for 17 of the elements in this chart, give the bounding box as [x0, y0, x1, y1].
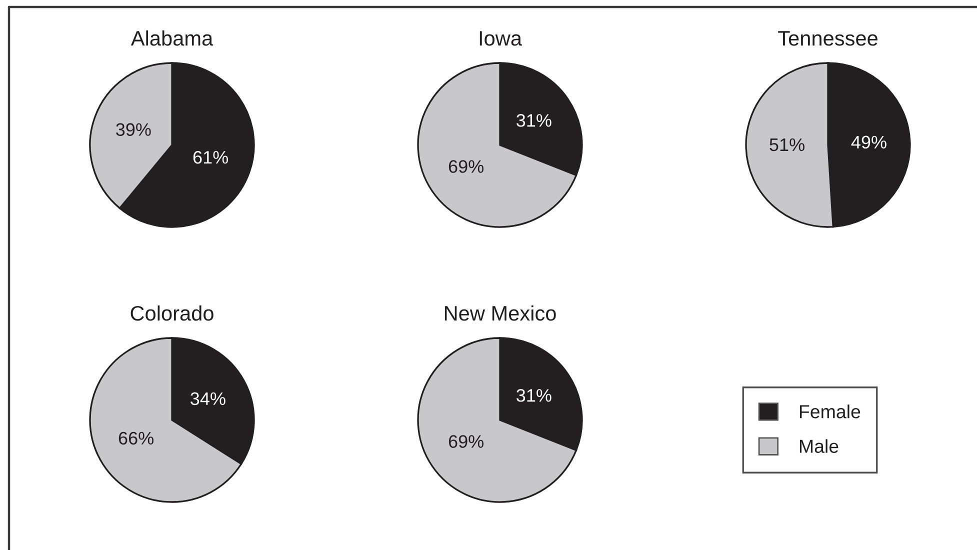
data-label: 69% — [448, 160, 484, 173]
data-label: 39% — [116, 123, 151, 136]
data-label: 34% — [190, 392, 226, 406]
data-label: 31% — [516, 114, 552, 127]
legend-label: Female — [800, 404, 860, 418]
data-label: 51% — [770, 138, 804, 152]
chart-title: Tennessee — [778, 31, 878, 46]
data-label: 66% — [118, 432, 154, 445]
chart-title: Iowa — [480, 31, 522, 46]
data-label: 61% — [193, 150, 228, 164]
data-label: 31% — [516, 389, 552, 402]
legend-label: Male — [800, 439, 838, 453]
data-label: 69% — [448, 435, 484, 448]
chart-title: New Mexico — [444, 305, 556, 321]
data-label: 49% — [851, 136, 886, 149]
chart-title: Alabama — [130, 30, 214, 46]
chart-title: Colorado — [130, 305, 214, 321]
